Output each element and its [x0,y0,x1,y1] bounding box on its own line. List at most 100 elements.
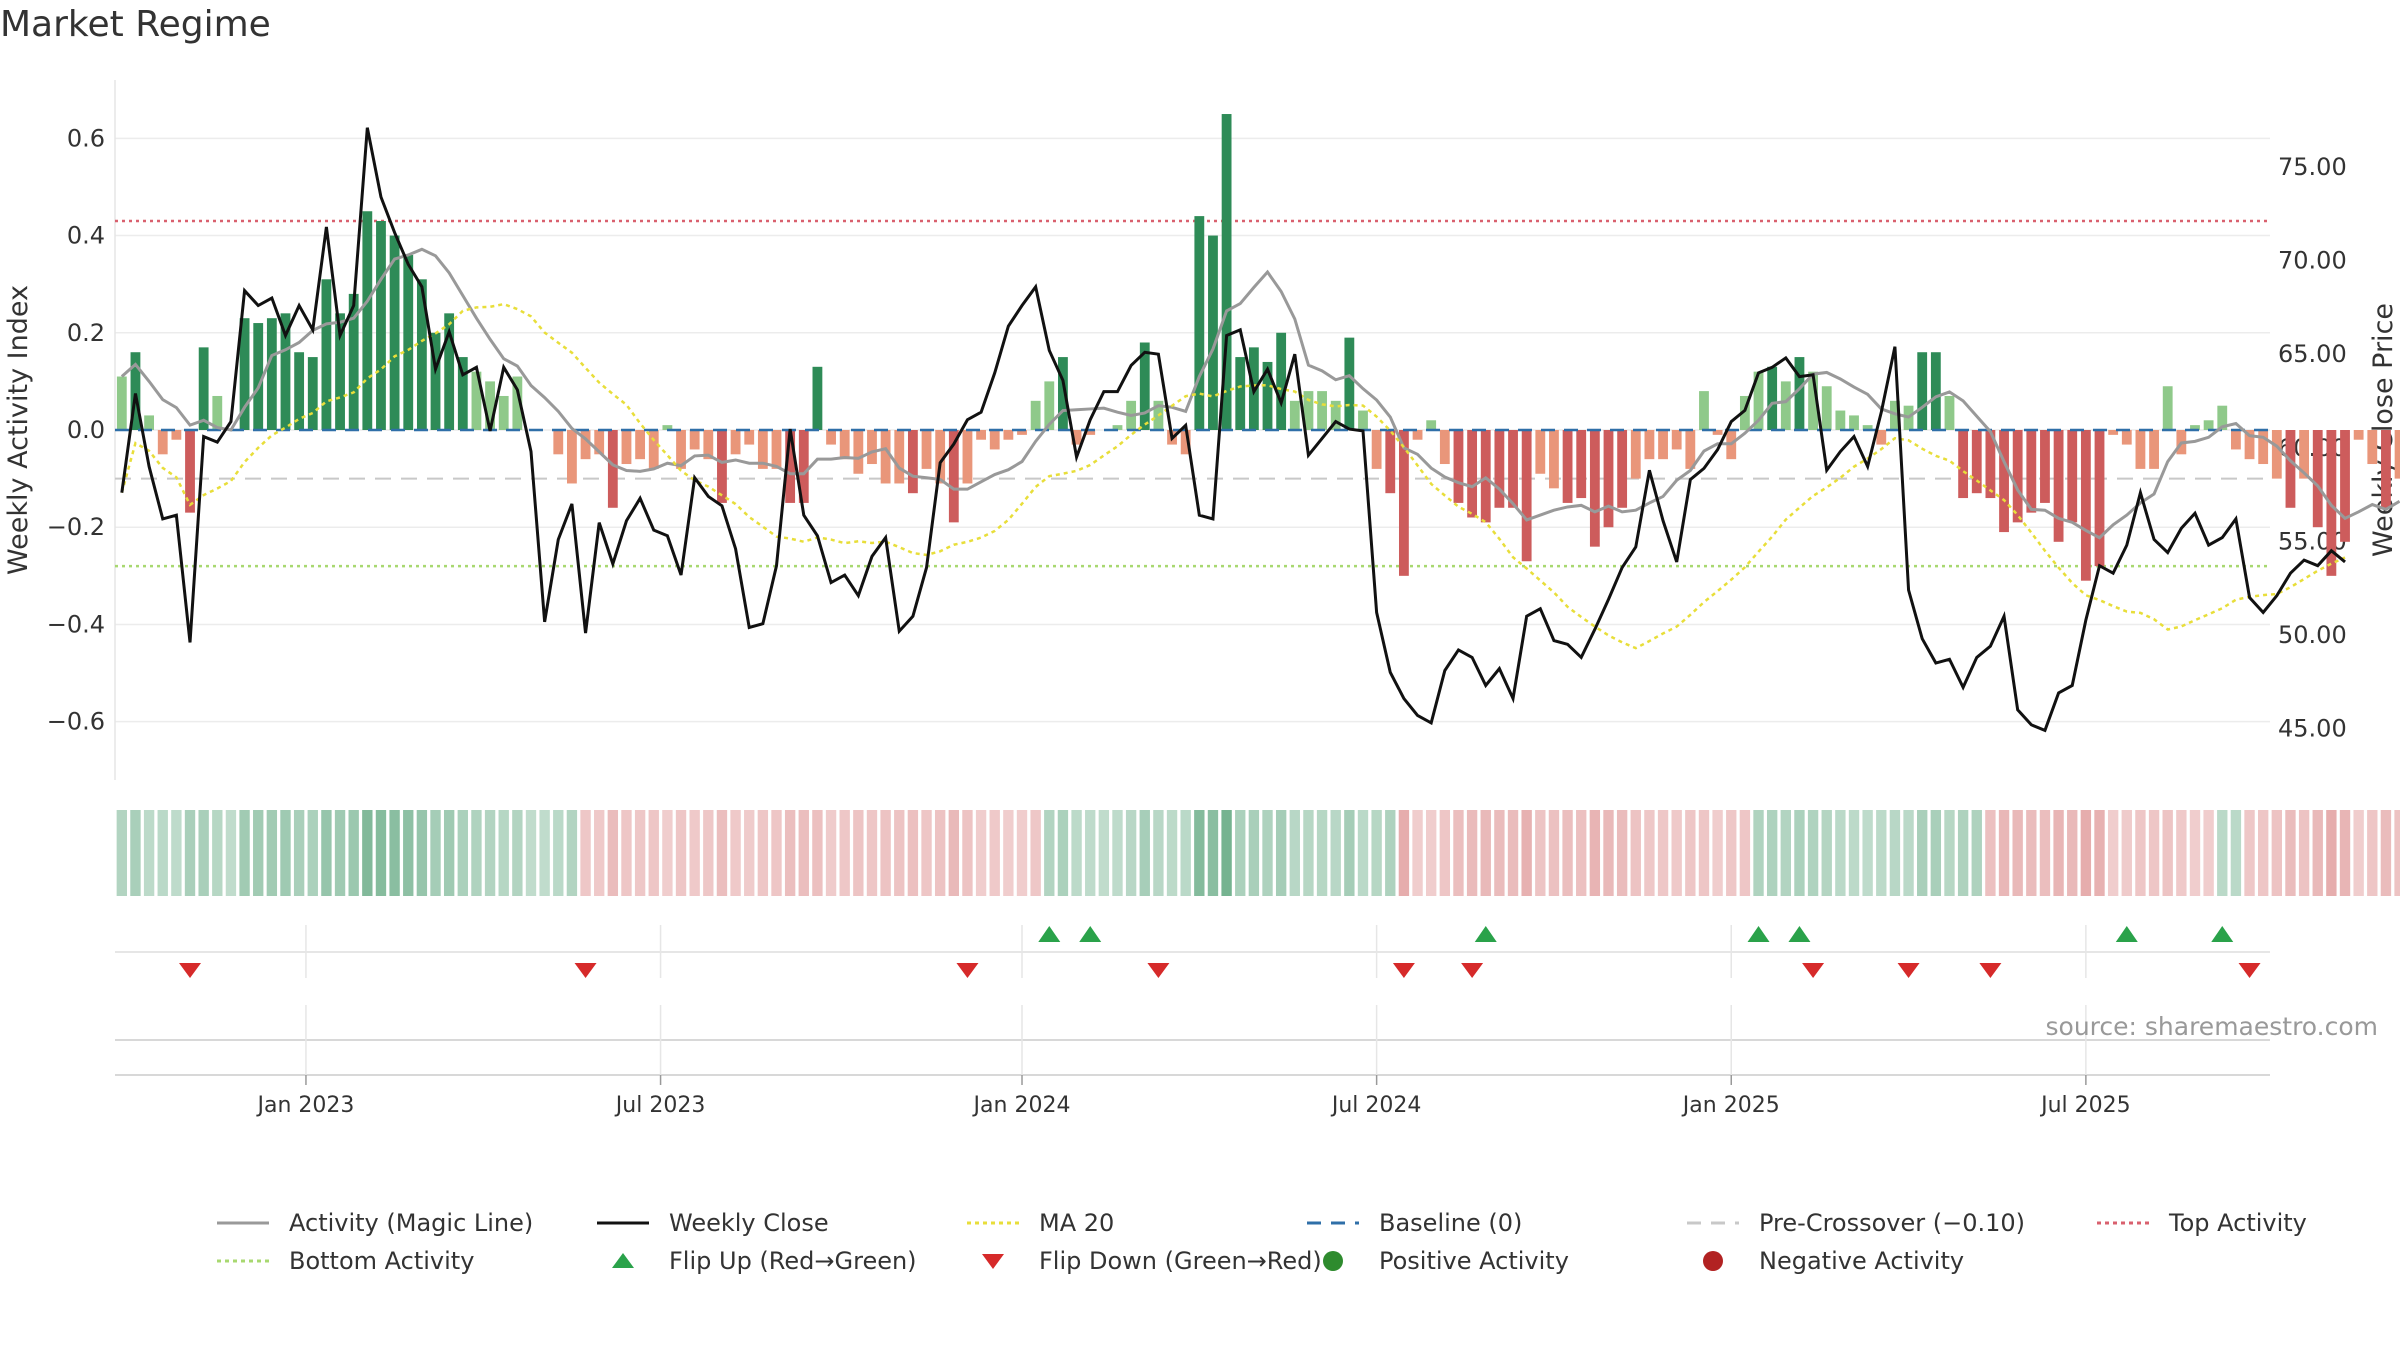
regime-cell [1835,810,1846,896]
legend-label: Bottom Activity [289,1247,475,1275]
activity-bar [1235,357,1246,430]
activity-bar [1398,430,1409,576]
activity-bar [116,376,127,430]
activity-bar [1862,425,1873,430]
weekly-close-line [120,127,2346,733]
regime-cell [2217,810,2228,896]
regime-cell [553,810,564,896]
activity-bar [2271,430,2282,479]
regime-cell [594,810,605,896]
regime-cell [1194,810,1205,896]
activity-bar [1658,430,1668,460]
regime-cell [1685,810,1696,896]
regime-cell [1426,810,1437,896]
activity-bar [1576,430,1587,499]
regime-cell [1957,810,1969,896]
flip-down-marker [574,963,597,978]
activity-bar [676,430,686,469]
regime-cell [1780,810,1791,896]
regime-cell [1125,810,1137,896]
regime-cell [648,810,659,896]
regime-cell [1412,810,1423,896]
activity-bar [2230,430,2241,450]
regime-cell [880,810,891,896]
flip-up-marker [2211,926,2234,942]
regime-cell [1016,810,1028,896]
regime-cell [348,810,359,896]
regime-cell [703,810,714,896]
activity-bar [1917,352,1928,430]
regime-cell [212,810,223,896]
activity-bar [185,430,195,513]
activity-bar [1180,430,1191,455]
regime-cell [2339,810,2351,896]
regime-cell [1657,810,1669,896]
regime-cell [1985,810,1996,896]
legend-swatch [1323,1251,1343,1271]
right-tick-label: 70.00 [2278,247,2347,275]
regime-cell [2039,810,2051,896]
legend-label: Pre-Crossover (−0.10) [1759,1209,2026,1237]
activity-bar [444,313,455,430]
activity-bar [1603,430,1614,528]
regime-cell [2257,810,2269,896]
regime-cell [1166,810,1178,896]
activity-bar [157,430,168,455]
activity-bar [2108,430,2119,435]
activity-bar [1371,430,1382,469]
activity-bar [335,313,345,430]
regime-cell [771,810,782,896]
regime-cell [921,810,932,896]
left-tick-label: −0.4 [47,610,105,638]
activity-bar [621,430,632,465]
regime-cell [2189,810,2201,896]
left-tick-label: 0.2 [67,319,105,347]
flip-down-marker [1461,963,1484,978]
legend-swatch [982,1254,1004,1269]
regime-cell [1507,810,1519,896]
activity-bar [2094,430,2105,567]
activity-bar [1794,357,1805,430]
regime-cell [512,810,523,896]
regime-cell [839,810,850,896]
regime-cell [525,810,537,896]
activity-bar [2162,386,2173,430]
activity-bar [1003,430,1014,440]
activity-bar [1058,357,1068,430]
flip-up-marker [1474,926,1497,942]
regime-cell [1398,810,1410,896]
regime-cell [171,810,182,896]
activity-bar [307,357,318,430]
activity-bar [1644,430,1655,460]
regime-cell [1848,810,1860,896]
regime-cell [1616,810,1628,896]
regime-cell [1630,810,1641,896]
activity-bar [1589,430,1600,547]
activity-bar [2381,430,2391,508]
legend-swatch [597,1221,649,1225]
activity-bar [1930,352,1941,430]
regime-cell [1275,810,1287,896]
regime-cell [2326,810,2337,896]
legend-label: Weekly Close [669,1209,829,1237]
activity-bar [430,332,441,430]
regime-cell [1139,810,1150,896]
activity-bar [1439,430,1450,465]
regime-cell [621,810,632,896]
regime-cell [1944,810,1955,896]
flip-down-marker [179,963,202,978]
right-tick-label: 50.00 [2278,621,2347,649]
regime-cell [1439,810,1451,896]
activity-bar [2367,430,2378,465]
flip-down-marker [1979,963,2002,978]
flip-up-marker [1747,926,1770,942]
regime-cell [1289,810,1300,896]
regime-cell [934,810,946,896]
activity-bar [2012,430,2023,523]
regime-cell [1603,810,1614,896]
regime-cell [1316,810,1328,896]
activity-bar [348,293,359,430]
activity-bar [457,357,468,430]
regime-cell [1589,810,1601,896]
activity-bar [1139,342,1150,430]
